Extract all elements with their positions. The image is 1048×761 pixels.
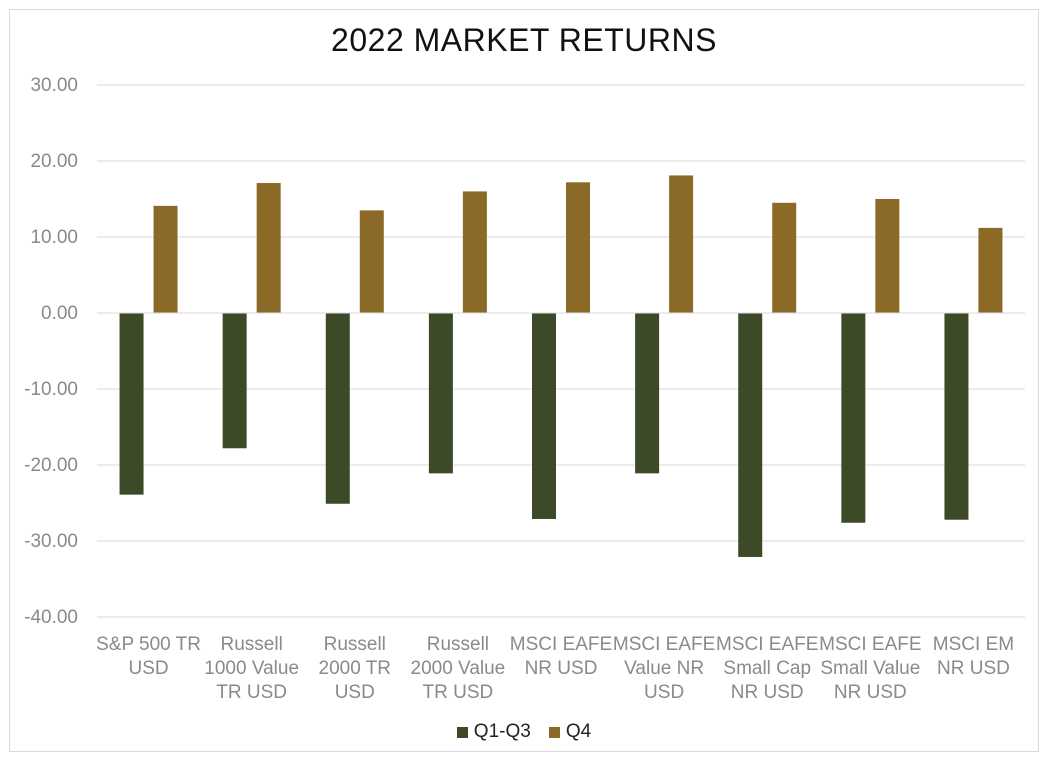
y-tick-label: 20.00 xyxy=(30,151,78,172)
bar-q4 xyxy=(256,183,281,313)
bar-q1-q3 xyxy=(841,313,866,523)
y-tick-label: -10.00 xyxy=(24,379,78,400)
x-tick-label: MSCI EAFE Small Cap NR USD xyxy=(716,634,818,703)
bar-q4 xyxy=(978,227,1003,313)
bar-q4 xyxy=(772,202,797,313)
y-tick-label: 30.00 xyxy=(30,75,78,96)
legend-item-q1-q3: Q1-Q3 xyxy=(456,721,531,743)
legend-label-q1-q3: Q1-Q3 xyxy=(473,721,531,742)
y-tick-label: -30.00 xyxy=(24,531,78,552)
bar-q1-q3 xyxy=(532,313,556,519)
legend-swatch-q1-q3 xyxy=(456,726,468,738)
bar-q4 xyxy=(669,175,694,313)
chart-frame xyxy=(9,9,1039,752)
x-tick-label: Russell 2000 TR USD xyxy=(319,634,392,703)
legend-item-q4: Q4 xyxy=(548,721,592,743)
x-tick-label: Russell 1000 Value TR USD xyxy=(204,634,299,703)
x-tick-label: MSCI EAFE Small Value NR USD xyxy=(819,634,921,703)
bar-q4 xyxy=(153,205,178,313)
bar-q1-q3 xyxy=(944,313,969,520)
x-tick-label: S&P 500 TR USD xyxy=(96,634,201,679)
chart-title: 2022 MARKET RETURNS xyxy=(331,22,717,58)
x-tick-label: MSCI EAFE NR USD xyxy=(510,634,612,679)
legend-label-q4: Q4 xyxy=(565,721,592,742)
bar-q4 xyxy=(566,182,590,313)
bar-q4 xyxy=(359,210,384,313)
legend: Q1-Q3 Q4 xyxy=(0,721,1048,743)
y-tick-label: 0.00 xyxy=(41,303,78,324)
x-tick-label: MSCI EAFE Value NR USD xyxy=(613,634,715,703)
y-tick-label: -20.00 xyxy=(24,455,78,476)
y-tick-label: -40.00 xyxy=(24,607,78,628)
bar-q1-q3 xyxy=(738,313,763,557)
bar-q1-q3 xyxy=(428,313,453,474)
bar-q1-q3 xyxy=(119,313,144,495)
bar-q1-q3 xyxy=(635,313,660,474)
x-tick-label: MSCI EM NR USD xyxy=(933,634,1014,679)
bar-q4 xyxy=(875,199,900,313)
bar-q1-q3 xyxy=(325,313,350,504)
bar-q4 xyxy=(462,191,487,313)
x-tick-label: Russell 2000 Value TR USD xyxy=(411,634,506,703)
legend-swatch-q4 xyxy=(548,726,560,738)
bar-q1-q3 xyxy=(222,313,247,449)
y-tick-label: 10.00 xyxy=(30,227,78,248)
